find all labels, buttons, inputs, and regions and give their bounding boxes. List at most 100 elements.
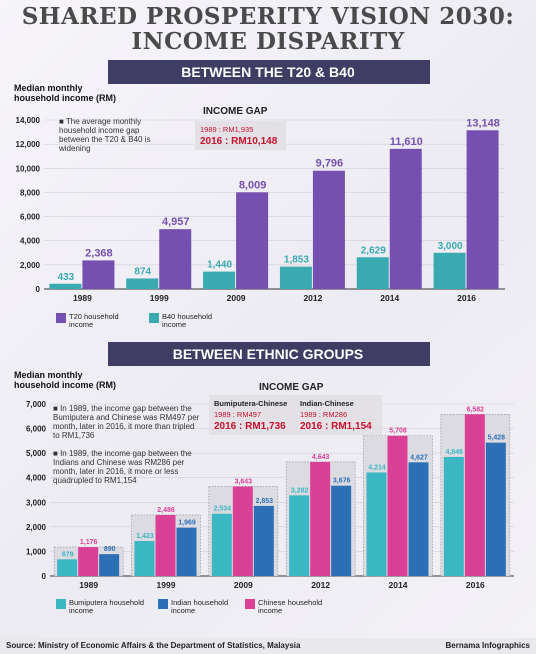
chart2-data-label: 890 [104,546,116,553]
chart2-note-2-text: In 1989, the income gap between the Indi… [53,449,192,485]
section1-banner-label: BETWEEN THE T20 & B40 [181,64,355,80]
legend-t20-swatch [56,313,66,323]
chart2-y-tick: 6,000 [26,425,47,434]
legend-indian-label: Indian household income [171,598,229,615]
legend-bumiputera-swatch [56,599,66,609]
chart2-x-tick: 2014 [389,580,408,590]
chart1-bar-t20 [389,148,422,289]
legend-chinese-swatch [245,599,255,609]
chart2-x-tick: 2012 [311,580,330,590]
legend-t20-label: T20 household income [69,312,119,329]
chart2-x-tick: 2016 [466,580,485,590]
chart2-y-tick: 3,000 [26,498,47,507]
chart1-x-tick: 2014 [380,293,399,303]
chart1-y-tick: 14,000 [16,116,41,125]
chart1-bar-b40 [126,278,159,289]
chart1-x-tick: 2016 [457,293,476,303]
chart2-data-label: 2,534 [214,506,232,513]
chart1-x-tick: 1989 [73,293,92,303]
chart2-bar-indian [253,505,274,576]
chart1-x-tick: 2009 [227,293,246,303]
source-text: Source: Ministry of Economic Affairs & t… [6,641,301,650]
chart1-y-tick: 6,000 [20,213,41,222]
gap-bumi-chinese-head: Bumiputera-Chinese [214,399,288,408]
chart1-data-label: 4,957 [162,216,190,228]
chart1-data-label: 9,796 [316,158,344,170]
chart2-bar-bumiputera [443,456,464,576]
chart2-bar-indian [99,554,120,576]
chart2-data-label: 679 [62,551,74,558]
chart2-bar-chinese [78,547,99,576]
chart2-y-tick: 7,000 [26,400,47,409]
gap-indian-chinese-2016: 2016 : RM1,154 [300,421,372,432]
chart1-data-label: 13,148 [466,117,500,129]
chart1-bar-b40 [49,283,82,289]
chart1-data-label: 1,853 [284,255,309,266]
chart1-bar-t20 [82,260,115,289]
gap-indian-chinese-head: Indian-Chinese [300,399,354,408]
chart1-y-tick: 8,000 [20,188,41,197]
chart1-gap-title: INCOME GAP [203,106,268,117]
chart2-data-label: 4,627 [410,454,428,461]
legend-chinese-label: Chinese household income [258,598,323,615]
chart2-y-tick: 1,000 [26,547,47,556]
chart2-data-label: 4,846 [446,449,464,456]
chart2-data-label: 2,486 [157,507,175,514]
chart2-bar-indian [408,462,429,576]
chart2-data-label: 1,423 [136,533,154,540]
chart1-data-label: 433 [58,272,75,283]
chart1-y-tick: 4,000 [20,237,41,246]
chart2-y-label: Median monthly household income (RM) [14,370,116,390]
chart2-data-label: 3,282 [291,487,309,494]
chart1-data-label: 8,009 [239,179,267,191]
chart1-bar-t20 [236,192,269,289]
title-line-1: SHARED PROSPERITY VISION 2030: [21,3,515,30]
legend-indian-swatch [158,599,168,609]
chart2-y-tick: 2,000 [26,523,47,532]
chart2-data-label: 5,708 [389,428,407,435]
chart2-bar-chinese [155,514,176,576]
chart1-bar-b40 [356,257,389,289]
chart2-bar-bumiputera [211,513,232,576]
chart1-data-label: 11,610 [390,136,423,148]
legend-bumiputera-label: Bumiputera household income [69,598,145,615]
chart2-bar-chinese [464,414,485,576]
chart2-data-label: 3,643 [235,478,253,485]
chart2-bar-indian [485,442,506,576]
chart2-data-label: 1,176 [80,539,98,546]
main-title: SHARED PROSPERITY VISION 2030: INCOME DI… [0,4,536,54]
chart2-note-1: ■ In 1989, the income gap between the Bu… [53,404,200,440]
chart1-note-text: The average monthly household income gap… [59,117,151,153]
chart1-gap-box [195,121,286,150]
section2-banner-label: BETWEEN ETHNIC GROUPS [172,346,364,362]
chart1-x-tick: 2012 [303,293,322,303]
chart2-x-tick: 1989 [79,580,98,590]
chart2-y-tick: 4,000 [26,474,47,483]
chart2-bar-chinese [310,461,331,576]
chart1-y-tick: 0 [36,285,41,294]
chart2-bar-bumiputera [289,495,310,576]
chart2-bar-bumiputera [134,541,155,576]
chart2-bar-indian [176,527,197,576]
gap-indian-chinese-1989: 1989 : RM286 [300,410,348,419]
section1-banner: BETWEEN THE T20 & B40 [0,60,536,84]
chart2-data-label: 1,969 [178,520,196,527]
chart1-bar-t20 [466,130,499,289]
chart1-bar-b40 [279,266,312,289]
gap-bumi-chinese-2016: 2016 : RM1,736 [214,421,286,432]
chart2-gap-box [209,395,382,435]
chart1-gap-1989: 1989 : RM1,935 [200,125,254,134]
chart2-data-label: 5,428 [488,435,506,442]
chart1-x-tick: 1999 [150,293,169,303]
chart2-y-tick: 5,000 [26,449,47,458]
chart1-data-label: 3,000 [438,241,463,252]
chart1-y-tick: 2,000 [20,261,41,270]
chart1-y-label: Median monthly household income (RM) [14,83,116,103]
chart2-data-label: 2,853 [256,498,274,505]
chart1-bar-t20 [159,229,192,289]
chart2-bar-chinese [232,486,253,576]
chart1-y-tick: 10,000 [16,164,41,173]
chart2-bar-chinese [387,435,408,576]
